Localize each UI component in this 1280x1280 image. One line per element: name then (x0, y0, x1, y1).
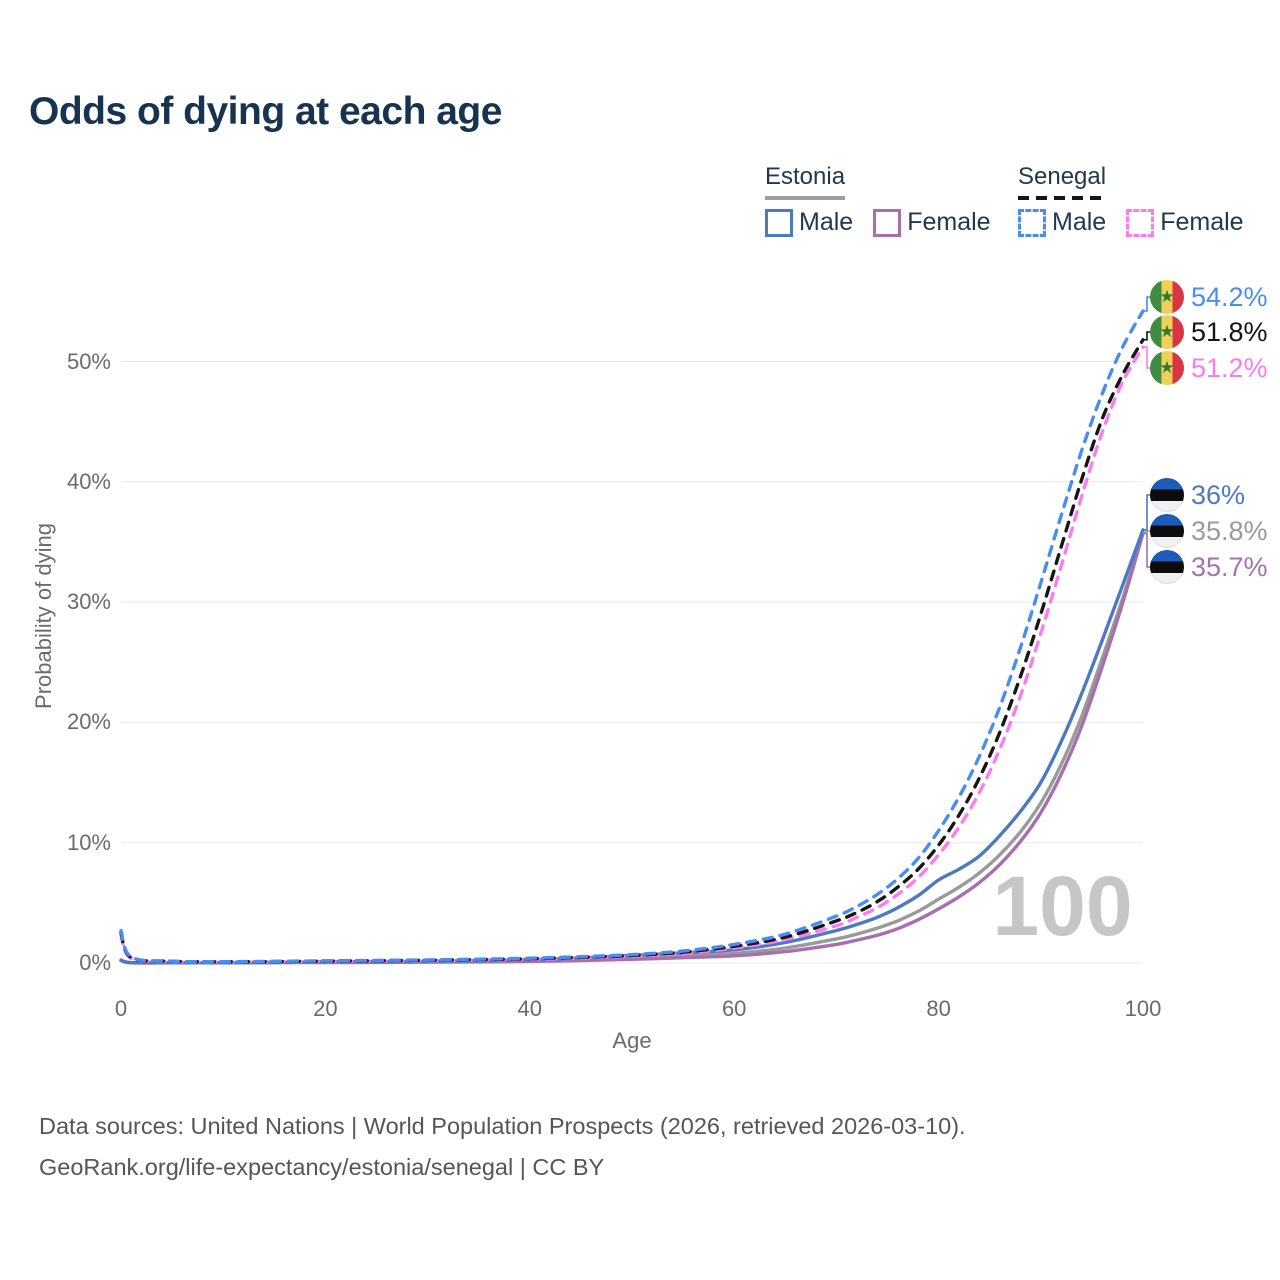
end-label-connector-senegal_total (1143, 331, 1151, 341)
end-label-value-estonia_female: 35.7% (1191, 551, 1268, 582)
legend-swatch-estonia-male[interactable] (765, 208, 793, 237)
end-label-connector-senegal_male (1143, 296, 1151, 312)
senegal-star-icon: ★ (1159, 321, 1175, 341)
page-title: Odds of dying at each age (29, 90, 502, 133)
source-footer: Data sources: United Nations | World Pop… (39, 1106, 966, 1187)
legend-row-estonia: Male Female (765, 208, 991, 237)
legend-country-estonia-label: Estonia (765, 163, 846, 190)
y-tick-label: 0% (79, 950, 111, 975)
x-axis-title: Age (612, 1028, 652, 1053)
y-tick-label: 20% (66, 709, 111, 735)
end-label-value-estonia_total: 35.8% (1191, 515, 1268, 546)
legend-swatch-estonia-female[interactable] (873, 208, 902, 237)
end-label-connector-estonia_male (1143, 494, 1151, 531)
estonia-flag-icon (1150, 478, 1184, 512)
legend-country-senegal-label: Senegal (1018, 163, 1107, 190)
end-label-value-estonia_male: 36% (1191, 479, 1246, 510)
legend-label-estonia-female[interactable]: Female (907, 208, 991, 236)
legend-country-estonia[interactable]: Estonia (765, 163, 845, 200)
y-tick-label: 50% (66, 348, 111, 374)
estonia-flag-icon (1150, 550, 1184, 584)
legend-label-senegal-male[interactable]: Male (1052, 208, 1107, 236)
end-label-senegal_female: ★ 51.2% (1150, 350, 1268, 386)
end-label-estonia_female: 35.7% (1150, 549, 1268, 585)
y-tick-label: 40% (66, 468, 111, 494)
x-tick-label: 20 (313, 996, 338, 1021)
legend-label-estonia-male[interactable]: Male (799, 208, 854, 236)
x-tick-label: 100 (1124, 996, 1162, 1021)
senegal-flag-icon: ★ (1150, 315, 1184, 349)
source-line-2: GeoRank.org/life-expectancy/estonia/sene… (39, 1153, 605, 1180)
end-label-connector-senegal_female (1143, 346, 1151, 369)
legend-group-senegal: Senegal Male Female (1018, 163, 1244, 237)
legend-label-senegal-female[interactable]: Female (1160, 208, 1244, 236)
legend-country-senegal[interactable]: Senegal (1018, 163, 1106, 200)
end-label-estonia_total: 35.8% (1150, 513, 1268, 549)
end-label-senegal_total: ★ 51.8% (1150, 314, 1268, 350)
estonia-flag-icon (1150, 514, 1184, 548)
legend-group-estonia: Estonia Male Female (765, 163, 991, 237)
legend-row-senegal: Male Female (1018, 208, 1244, 237)
legend-swatch-senegal-female[interactable] (1126, 208, 1155, 237)
end-label-value-senegal_male: 54.2% (1191, 281, 1268, 312)
senegal-star-icon: ★ (1159, 357, 1175, 377)
x-tick-label: 60 (721, 996, 747, 1021)
end-label-senegal_male: ★ 54.2% (1150, 279, 1268, 315)
x-tick-label: 0 (114, 996, 128, 1021)
x-tick-label: 80 (926, 996, 951, 1021)
end-label-connector-estonia_total (1143, 530, 1151, 534)
age-indicator-watermark: 100 (992, 859, 1133, 953)
end-label-estonia_male: 36% (1150, 477, 1245, 513)
end-label-value-senegal_female: 51.2% (1191, 352, 1268, 383)
y-tick-label: 30% (66, 589, 111, 615)
y-tick-label: 10% (66, 829, 111, 855)
source-line-1: Data sources: United Nations | World Pop… (39, 1113, 966, 1139)
line-senegal_male[interactable] (119, 309, 1145, 964)
end-label-value-senegal_total: 51.8% (1191, 316, 1268, 347)
senegal-star-icon: ★ (1159, 286, 1175, 306)
end-label-connector-estonia_female (1143, 532, 1151, 568)
legend-swatch-senegal-male[interactable] (1018, 208, 1046, 237)
senegal-flag-icon: ★ (1150, 280, 1184, 314)
senegal-flag-icon: ★ (1150, 351, 1184, 385)
x-tick-label: 40 (517, 996, 543, 1021)
